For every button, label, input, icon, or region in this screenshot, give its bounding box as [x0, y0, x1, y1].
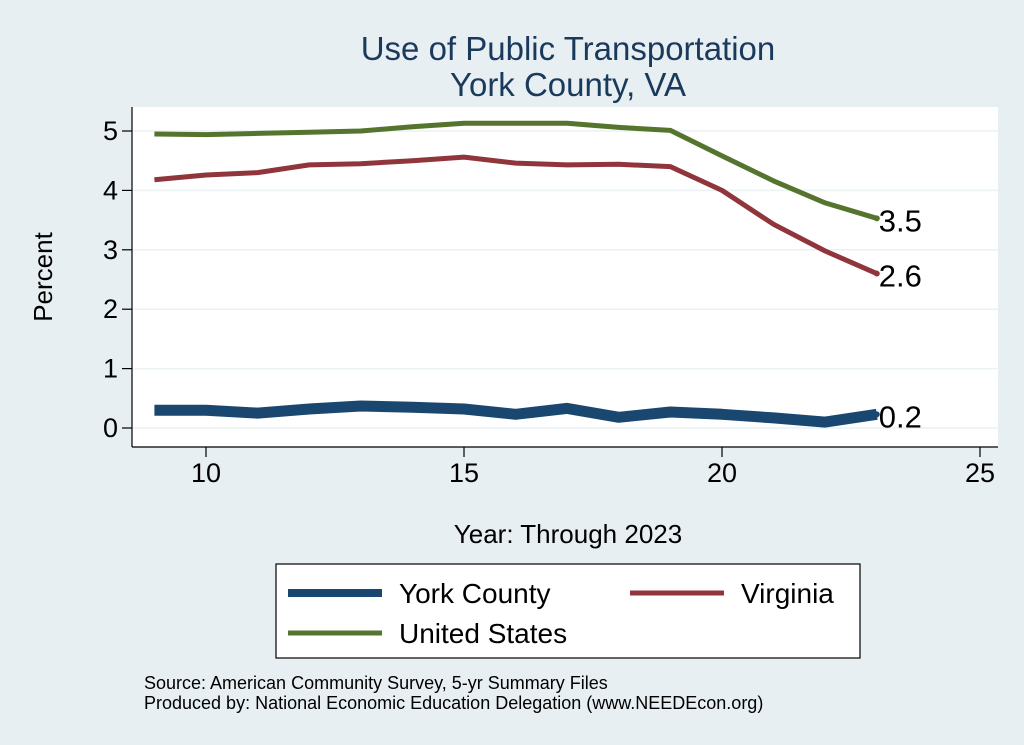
x-axis-label: Year: Through 2023: [454, 519, 682, 549]
x-tick-label-20: 20: [707, 458, 737, 488]
legend-label-virginia: Virginia: [741, 578, 834, 609]
y-tick-label-5: 5: [103, 116, 118, 146]
y-axis-label: Percent: [28, 231, 58, 321]
legend-label-united-states: United States: [399, 618, 567, 649]
series-lines: [154, 120, 880, 428]
series-line-united-states: [154, 120, 878, 221]
legend-label-york-county: York County: [399, 578, 551, 609]
end-label-york-county: 0.2: [879, 399, 922, 434]
y-tick-label-4: 4: [103, 175, 118, 205]
x-tick-label-25: 25: [965, 458, 995, 488]
end-label-virginia: 2.6: [879, 259, 922, 294]
source-note: Source: American Community Survey, 5-yr …: [144, 673, 608, 693]
end-label-united-states: 3.5: [879, 203, 922, 238]
chart-title-line-2: York County, VA: [450, 66, 686, 103]
series-end-point-york-county: [873, 411, 880, 418]
end-labels: 0.2 2.6 3.5: [879, 203, 922, 434]
legend-item-united-states: United States: [288, 618, 567, 649]
legend-box: [275, 563, 861, 659]
y-tick-label-1: 1: [103, 354, 118, 384]
y-tick-label-0: 0: [103, 413, 118, 443]
y-tick-label-2: 2: [103, 294, 118, 324]
plot-area: [132, 107, 998, 447]
x-tick-label-15: 15: [449, 458, 479, 488]
chart-title-line-1: Use of Public Transportation: [361, 30, 776, 67]
series-line-york-county: [154, 400, 878, 428]
producer-note: Produced by: National Economic Education…: [144, 693, 763, 713]
legend-item-york-county: York County: [288, 578, 551, 609]
axes: 0 1 2 3 4 5 10 15 20 25: [103, 107, 998, 488]
legend-item-virginia: Virginia: [630, 578, 834, 609]
series-line-virginia: [154, 154, 878, 276]
series-end-point-virginia: [873, 270, 880, 277]
x-tick-label-10: 10: [191, 458, 221, 488]
series-end-point-united-states: [873, 215, 880, 222]
y-tick-label-3: 3: [103, 235, 118, 265]
